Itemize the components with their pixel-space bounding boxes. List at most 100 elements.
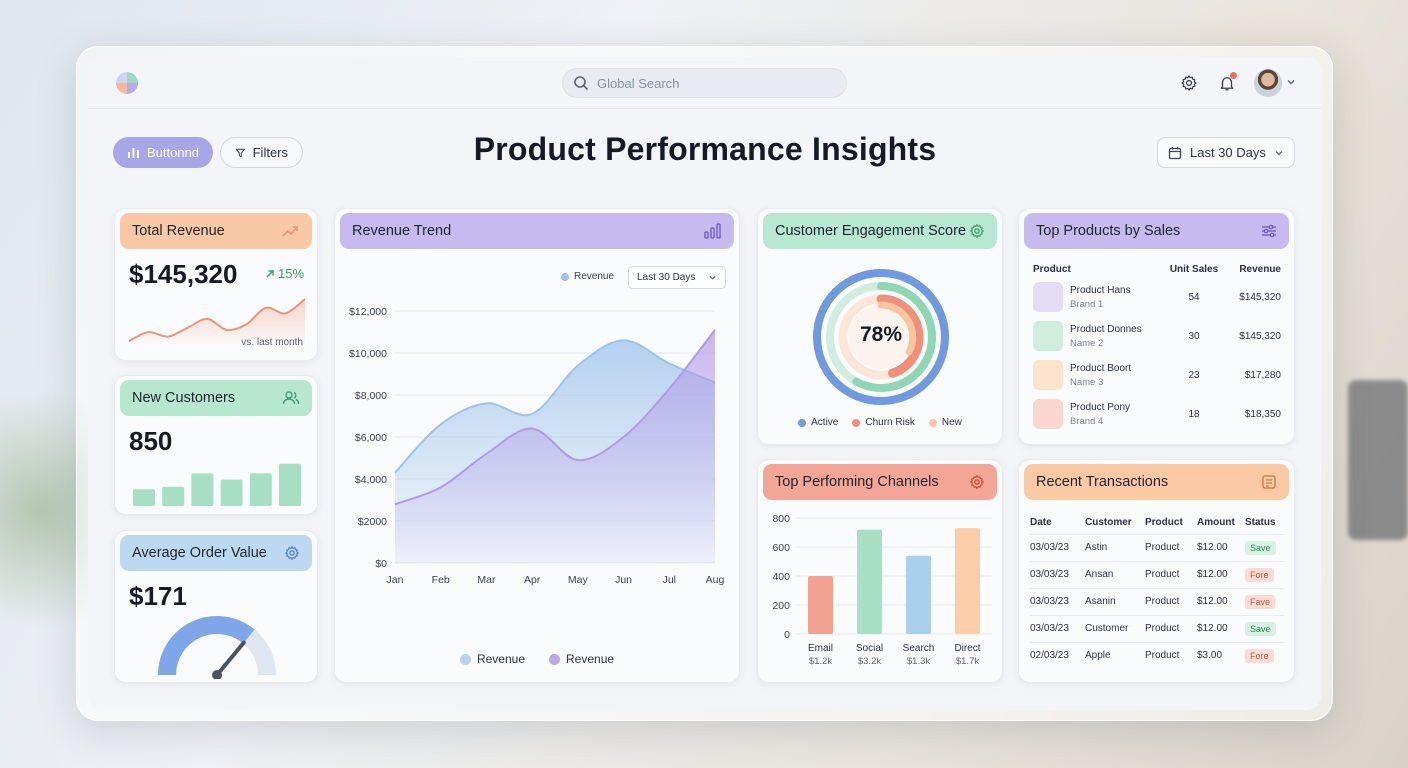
new-customers-bars <box>133 463 301 506</box>
bar-sub-label: $1.2k <box>809 656 832 667</box>
settings-button[interactable] <box>1178 72 1200 94</box>
x-tick-label: Jun <box>615 574 632 586</box>
legend-item: New <box>928 417 962 428</box>
product-brand: Name 3 <box>1070 377 1104 388</box>
table-row[interactable]: 03/03/23 Customer Product $12.00 Save <box>1030 614 1284 642</box>
product-revenue: $145,320 <box>1239 331 1281 342</box>
cell-date: 03/03/23 <box>1030 587 1085 615</box>
revenue-sparkline <box>129 298 305 347</box>
y-tick-label: $4,000 <box>355 474 387 486</box>
users-icon[interactable] <box>282 390 300 406</box>
trend-up-icon[interactable] <box>282 224 300 238</box>
legend-swatch <box>561 272 569 281</box>
sliders-icon[interactable] <box>1261 224 1277 238</box>
product-brand: Name 2 <box>1070 338 1104 349</box>
gauge-fill <box>158 616 255 676</box>
cell-date: 03/03/23 <box>1030 533 1085 561</box>
search-input[interactable]: Global Search <box>597 75 680 91</box>
col-amount: Amount <box>1197 517 1235 529</box>
gear-icon[interactable] <box>969 474 985 490</box>
table-row[interactable]: Product Pony Brand 4 18 $18,350 <box>1033 399 1281 431</box>
product-thumbnail <box>1033 360 1063 390</box>
revenue-note: vs. last month <box>241 337 303 348</box>
cell-date: 03/03/23 <box>1030 560 1085 588</box>
cell-customer: Asanin <box>1085 587 1145 615</box>
product-brand: Brand 4 <box>1070 416 1104 427</box>
legend-label: Revenue <box>476 652 525 666</box>
legend-label: New <box>941 417 962 428</box>
gear-icon <box>1181 75 1197 91</box>
table-row[interactable]: 03/03/23 Astin Product $12.00 Save <box>1030 533 1284 561</box>
trend-legend-bottom: Revenue Revenue <box>335 652 739 666</box>
customer-bar <box>220 479 243 506</box>
cell-status: Fave <box>1245 587 1284 615</box>
receipt-icon[interactable] <box>1261 474 1277 490</box>
table-row[interactable]: Product Donnes Name 2 30 $145,320 <box>1033 321 1281 353</box>
cell-product: Product <box>1145 614 1197 642</box>
product-thumbnail <box>1033 399 1063 429</box>
gear-icon[interactable] <box>284 545 300 561</box>
legend-item: Revenue <box>459 652 525 666</box>
status-badge: Save <box>1245 540 1276 555</box>
cell-amount: $12.00 <box>1197 533 1245 561</box>
y-tick-label: 200 <box>772 600 790 612</box>
primary-button[interactable]: Buttonnd <box>113 137 213 168</box>
legend-item: Churn Risk <box>852 417 915 428</box>
table-row[interactable]: 02/03/23 Apple Product $3.00 Fore <box>1030 641 1284 669</box>
app-logo[interactable] <box>114 70 140 96</box>
bar-sub-label: $3.2k <box>858 656 881 667</box>
table-row[interactable]: Product Hans Brand 1 54 $145,320 <box>1033 282 1281 314</box>
channels-header: Top Performing Channels <box>763 464 997 500</box>
y-tick-label: 400 <box>772 571 790 583</box>
bar-chart-icon <box>127 148 139 158</box>
top-products-card: Top Products by Sales Product Unit Sales… <box>1018 208 1295 445</box>
legend-label: Active <box>811 417 839 428</box>
card-title: New Customers <box>132 390 236 406</box>
transactions-table: Date Customer Product Amount Status 03/0… <box>1030 512 1284 669</box>
x-tick-label: Search <box>903 643 935 654</box>
product-thumbnail <box>1033 282 1063 312</box>
table-row[interactable]: 03/03/23 Asanin Product $12.00 Fave <box>1030 587 1284 615</box>
customer-bar <box>133 489 155 506</box>
revenue-trend-header: Revenue Trend <box>340 213 734 249</box>
y-tick-label: $2000 <box>358 516 387 528</box>
avg-order-header: Average Order Value <box>120 535 312 571</box>
top-products-header: Top Products by Sales <box>1024 213 1289 249</box>
series-line <box>394 329 716 506</box>
legend-label: Churn Risk <box>865 417 915 428</box>
cell-amount: $3.00 <box>1197 641 1245 669</box>
series-area <box>395 329 715 563</box>
chevron-down-icon[interactable] <box>1286 77 1296 87</box>
engagement-legend: Active Churn Risk New <box>758 417 1002 428</box>
status-badge: Fave <box>1245 594 1276 609</box>
card-title: Top Products by Sales <box>1036 223 1181 239</box>
new-customers-card: New Customers 850 <box>114 375 318 515</box>
channel-bar <box>906 555 931 634</box>
cell-product: Product <box>1145 560 1197 588</box>
y-tick-label: $0 <box>375 558 387 570</box>
trend-legend-top: Revenue <box>561 271 614 282</box>
date-range-select[interactable]: Last 30 Days <box>1157 137 1295 168</box>
gear-icon[interactable] <box>969 223 985 239</box>
table-row[interactable]: Product Boort Name 3 23 $17,280 <box>1033 360 1281 392</box>
table-row[interactable]: 03/03/23 Ansan Product $12.00 Fore <box>1030 560 1284 588</box>
new-customers-value: 850 <box>129 426 173 456</box>
filters-button[interactable]: Filters <box>220 137 303 168</box>
search-bar[interactable]: Global Search <box>562 68 847 98</box>
y-tick-label: $10,000 <box>349 348 387 360</box>
y-tick-label: $6,000 <box>355 432 387 444</box>
y-tick-label: 800 <box>772 513 790 525</box>
product-name: Product Boort <box>1070 363 1132 374</box>
product-name: Product Donnes <box>1070 324 1142 335</box>
channel-bar <box>955 528 980 634</box>
x-tick-label: Email <box>808 643 833 654</box>
x-tick-label: Social <box>856 643 883 654</box>
bar-chart-icon[interactable] <box>704 223 722 239</box>
notifications-button[interactable] <box>1216 72 1238 94</box>
card-title: Customer Engagement Score <box>775 223 967 239</box>
avatar[interactable] <box>1254 69 1282 97</box>
total-revenue-card: Total Revenue $145,320 15% vs. last mont… <box>114 208 318 361</box>
trend-range-select[interactable]: Last 30 Days <box>628 266 726 289</box>
cell-status: Save <box>1245 533 1284 561</box>
revenue-change: 15% <box>265 266 304 281</box>
